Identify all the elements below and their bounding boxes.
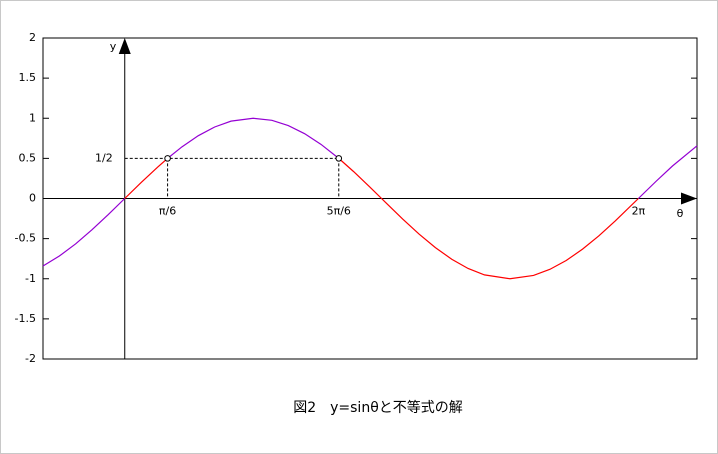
curve [338, 157, 639, 280]
curve [637, 145, 698, 199]
y-tick-label: -1.5 [15, 312, 36, 325]
y-tick-label: 2 [29, 31, 36, 44]
annotation-label: 1/2 [95, 151, 113, 164]
curve [124, 157, 168, 199]
y-axis-label: y [110, 40, 117, 53]
x-axis-label: θ [677, 207, 684, 220]
point [164, 155, 171, 162]
y-tick-label: -1 [25, 272, 36, 285]
y-tick-label: 1.5 [19, 71, 37, 84]
curve [167, 117, 340, 159]
annotation-label: 5π/6 [327, 205, 351, 218]
y-tick-label: -2 [25, 352, 36, 365]
y-tick-label: 0 [29, 192, 36, 205]
annotation-label: 2π [632, 205, 646, 218]
curve [42, 198, 126, 267]
x-arrow [681, 192, 697, 205]
y-tick-label: -0.5 [15, 232, 36, 245]
caption: 図2 y=sinθと不等式の解 [293, 399, 463, 416]
y-tick-label: 0.5 [19, 151, 37, 164]
annotation-label: π/6 [159, 205, 176, 218]
y-arrow [118, 38, 131, 54]
y-tick-label: 1 [29, 111, 36, 124]
point [335, 155, 343, 162]
